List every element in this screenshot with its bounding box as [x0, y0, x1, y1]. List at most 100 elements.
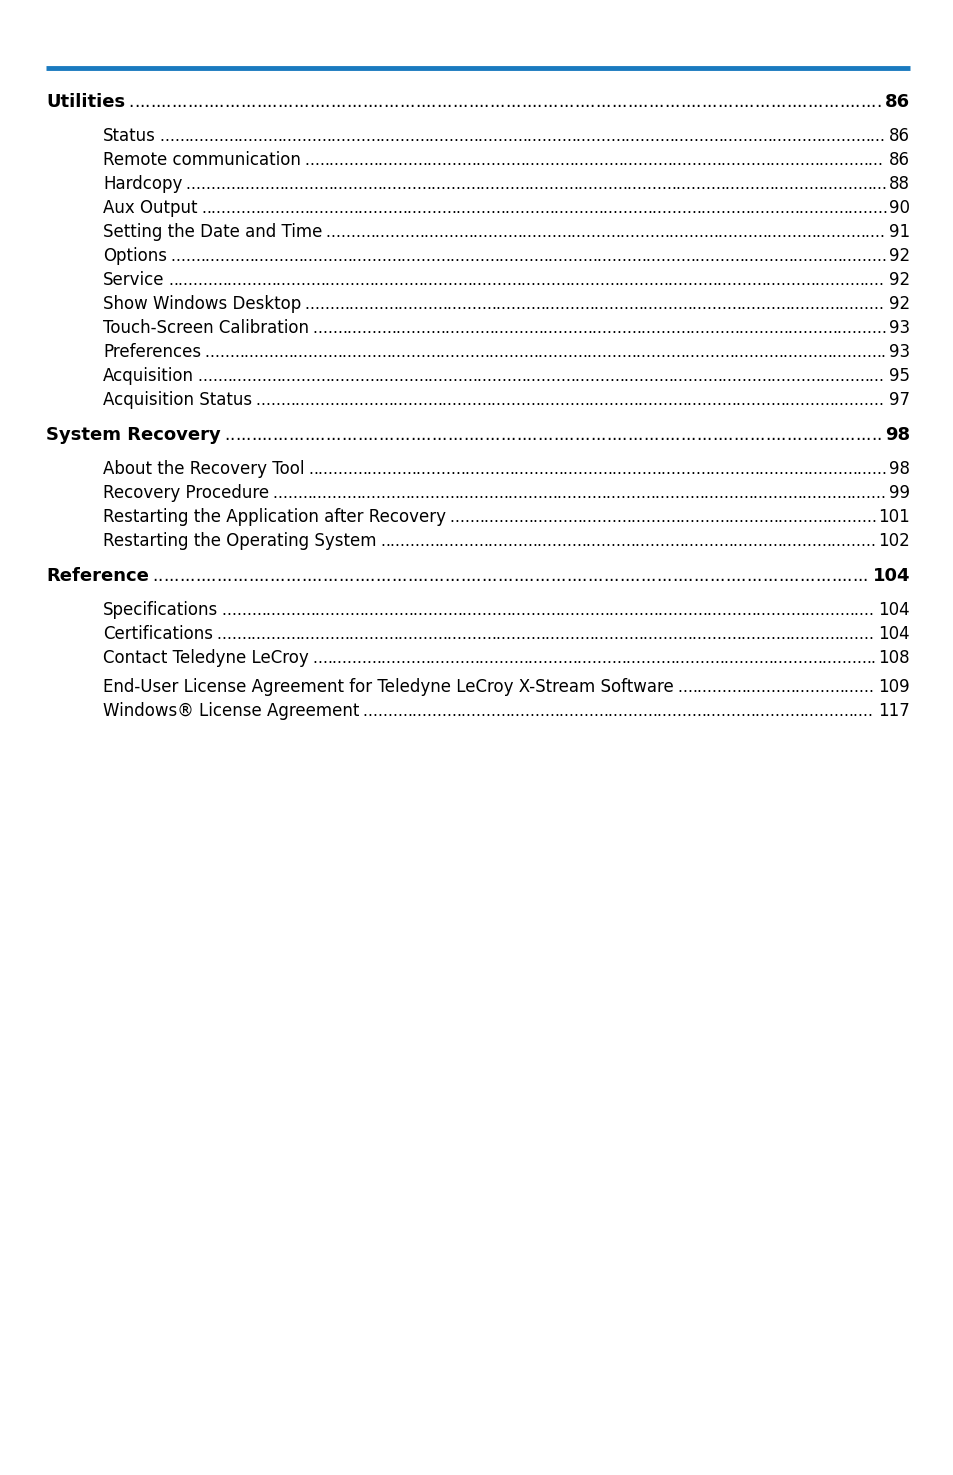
Text: .: . — [858, 627, 862, 642]
Text: .: . — [458, 485, 463, 502]
Text: .: . — [777, 485, 781, 502]
Text: .: . — [478, 249, 483, 264]
Text: .: . — [716, 603, 720, 618]
Text: .: . — [626, 177, 631, 192]
Text: .: . — [310, 369, 314, 384]
Text: .: . — [493, 650, 497, 667]
Text: .: . — [318, 201, 323, 215]
Text: .: . — [829, 369, 834, 384]
Text: .: . — [667, 369, 672, 384]
Text: .: . — [839, 426, 843, 444]
Text: .: . — [485, 153, 490, 168]
Text: .: . — [469, 345, 474, 360]
Text: .: . — [866, 704, 872, 718]
Text: .: . — [672, 369, 677, 384]
Text: .: . — [562, 177, 567, 192]
Text: .: . — [399, 485, 404, 502]
Text: .: . — [308, 462, 313, 476]
Text: .: . — [284, 201, 289, 215]
Text: .: . — [478, 426, 483, 444]
Text: .: . — [653, 93, 658, 111]
Text: .: . — [772, 566, 777, 586]
Text: .: . — [877, 392, 882, 409]
Text: .: . — [264, 177, 269, 192]
Text: .: . — [599, 534, 605, 549]
Text: .: . — [572, 650, 577, 667]
Text: .: . — [862, 627, 867, 642]
Text: .: . — [368, 704, 373, 718]
Text: .: . — [476, 153, 480, 168]
Text: .: . — [477, 128, 482, 145]
Text: .: . — [796, 534, 801, 549]
Text: .: . — [792, 322, 797, 336]
Text: .: . — [714, 566, 719, 586]
Text: .: . — [244, 345, 249, 360]
Text: .: . — [271, 603, 275, 618]
Text: .: . — [434, 534, 438, 549]
Text: .: . — [184, 128, 189, 145]
Text: .: . — [722, 485, 727, 502]
Text: .: . — [255, 93, 261, 111]
Text: .: . — [732, 534, 737, 549]
Text: .: . — [458, 510, 464, 525]
Text: .: . — [601, 177, 607, 192]
Text: .: . — [233, 128, 237, 145]
Text: .: . — [714, 462, 719, 476]
Text: .: . — [670, 177, 675, 192]
Text: .: . — [823, 296, 828, 313]
Text: .: . — [541, 534, 546, 549]
Text: .: . — [645, 510, 650, 525]
Text: .: . — [344, 369, 349, 384]
Text: .: . — [289, 201, 294, 215]
Text: .: . — [577, 322, 581, 336]
Text: .: . — [233, 249, 239, 264]
Text: .: . — [737, 226, 741, 240]
Text: .: . — [395, 249, 400, 264]
Text: .: . — [150, 93, 155, 111]
Text: .: . — [393, 392, 397, 409]
Text: .: . — [585, 128, 590, 145]
Text: .: . — [620, 510, 625, 525]
Text: .: . — [666, 201, 671, 215]
Text: .: . — [528, 322, 533, 336]
Text: .: . — [305, 273, 310, 288]
Text: .: . — [222, 369, 227, 384]
Text: .: . — [439, 650, 444, 667]
Text: .: . — [489, 93, 494, 111]
Text: .: . — [504, 704, 509, 718]
Text: .: . — [294, 177, 298, 192]
Text: .: . — [356, 426, 361, 444]
Text: .: . — [576, 534, 580, 549]
Text: .: . — [399, 534, 404, 549]
Text: .: . — [372, 177, 376, 192]
Text: .: . — [866, 177, 871, 192]
Text: .: . — [263, 566, 269, 586]
Text: .: . — [616, 249, 620, 264]
Text: .: . — [823, 603, 828, 618]
Text: .: . — [324, 153, 329, 168]
Text: .: . — [806, 426, 812, 444]
Text: .: . — [860, 534, 864, 549]
Text: .: . — [384, 226, 389, 240]
Text: .: . — [515, 296, 519, 313]
Text: .: . — [600, 426, 605, 444]
Text: .: . — [499, 426, 504, 444]
Text: .: . — [645, 650, 650, 667]
Text: .: . — [531, 93, 537, 111]
Text: .: . — [354, 566, 358, 586]
Text: .: . — [381, 249, 386, 264]
Text: .: . — [436, 93, 441, 111]
Text: .: . — [349, 369, 354, 384]
Text: .: . — [755, 603, 760, 618]
Text: .: . — [551, 128, 556, 145]
Text: .: . — [772, 650, 777, 667]
Text: .: . — [350, 128, 355, 145]
Text: .: . — [360, 485, 365, 502]
Text: .: . — [826, 510, 831, 525]
Text: .: . — [764, 392, 769, 409]
Text: .: . — [824, 566, 830, 586]
Text: .: . — [339, 369, 344, 384]
Text: .: . — [817, 177, 822, 192]
Text: .: . — [479, 201, 485, 215]
Text: .: . — [461, 369, 466, 384]
